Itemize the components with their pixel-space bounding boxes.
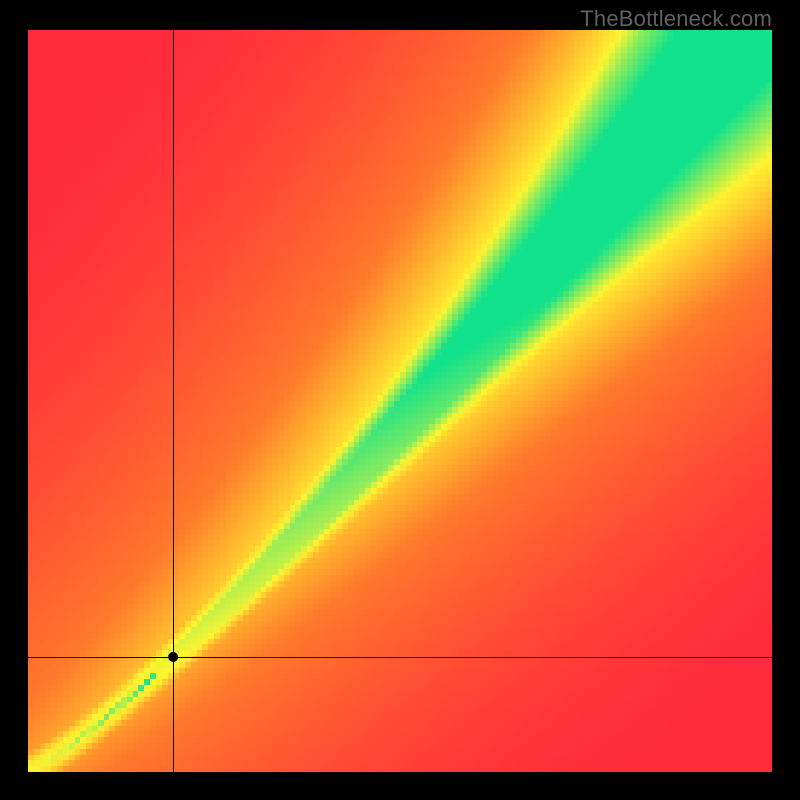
overlay-canvas: [0, 0, 800, 800]
watermark-text: TheBottleneck.com: [580, 6, 772, 32]
